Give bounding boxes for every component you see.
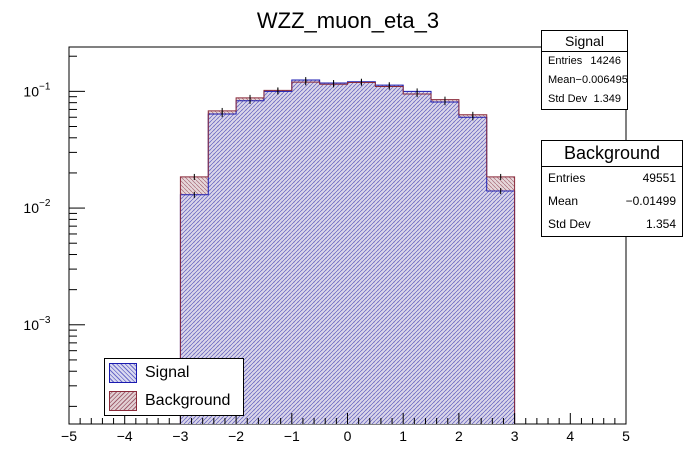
x-tick-label: −1 — [284, 428, 300, 444]
stats-title: Signal — [542, 31, 627, 52]
x-tick-label: −2 — [228, 428, 244, 444]
stats-label: Mean — [548, 74, 576, 86]
x-tick-label: 3 — [511, 428, 519, 444]
stats-row-entries: Entries 49551 — [542, 167, 682, 190]
stats-title: Background — [542, 141, 682, 167]
hist-bar-signal — [403, 91, 432, 425]
stats-label: Mean — [548, 194, 579, 208]
stats-box-signal: Signal Entries 14246 Mean −0.006495 Std … — [541, 30, 628, 110]
legend-item-signal: Signal — [105, 359, 243, 387]
hist-bar-signal — [458, 117, 487, 425]
x-tick-label: 5 — [622, 428, 630, 444]
legend-swatch-signal — [109, 363, 137, 383]
stats-row-mean: Mean −0.006495 — [542, 71, 628, 90]
hist-outline-background — [179, 81, 516, 424]
legend-label: Signal — [145, 364, 190, 381]
hist-bar-signal — [375, 85, 404, 424]
stats-value: 14246 — [590, 55, 621, 67]
legend: Signal Background — [104, 358, 244, 416]
hist-bar-signal — [263, 91, 292, 425]
stats-value: 1.354 — [645, 217, 676, 231]
stats-row-stddev: Std Dev 1.354 — [542, 213, 682, 236]
x-tick-label: 1 — [399, 428, 407, 444]
legend-item-background: Background — [105, 387, 243, 415]
stats-box-background: Background Entries 49551 Mean −0.01499 S… — [541, 140, 683, 237]
y-tick-exponent: −2 — [39, 198, 51, 209]
stats-label: Entries — [548, 171, 586, 185]
stats-row-stddev: Std Dev 1.349 — [542, 90, 627, 109]
stats-value: 1.349 — [593, 93, 621, 105]
y-tick-exponent: −1 — [39, 81, 51, 92]
stats-label: Std Dev — [548, 217, 591, 231]
hist-bar-signal — [486, 191, 515, 424]
hist-bar-signal — [319, 82, 348, 424]
stats-label: Std Dev — [548, 93, 588, 105]
y-tick-exponent: −3 — [39, 315, 51, 326]
stats-value: −0.01499 — [625, 194, 676, 208]
legend-swatch-background — [109, 391, 137, 411]
x-tick-label: 2 — [455, 428, 463, 444]
x-tick-label: 0 — [344, 428, 352, 444]
stats-value: −0.006495 — [575, 74, 628, 86]
stats-row-mean: Mean −0.01499 — [542, 190, 682, 213]
hist-bar-signal — [291, 80, 320, 424]
hist-bar-signal — [431, 102, 459, 424]
stats-row-entries: Entries 14246 — [542, 52, 627, 71]
chart-title: WZZ_muon_eta_3 — [257, 8, 439, 33]
y-tick-label: 10 — [23, 317, 39, 333]
stats-value: 49551 — [642, 171, 676, 185]
x-tick-label: −5 — [61, 428, 77, 444]
x-tick-label: −3 — [172, 428, 188, 444]
legend-label: Background — [145, 392, 231, 409]
stats-label: Entries — [548, 55, 583, 67]
x-tick-label: −4 — [117, 428, 133, 444]
y-tick-label: 10 — [23, 200, 39, 216]
y-tick-label: 10 — [23, 83, 39, 99]
x-tick-label: 4 — [566, 428, 574, 444]
hist-bar-signal — [347, 81, 376, 425]
